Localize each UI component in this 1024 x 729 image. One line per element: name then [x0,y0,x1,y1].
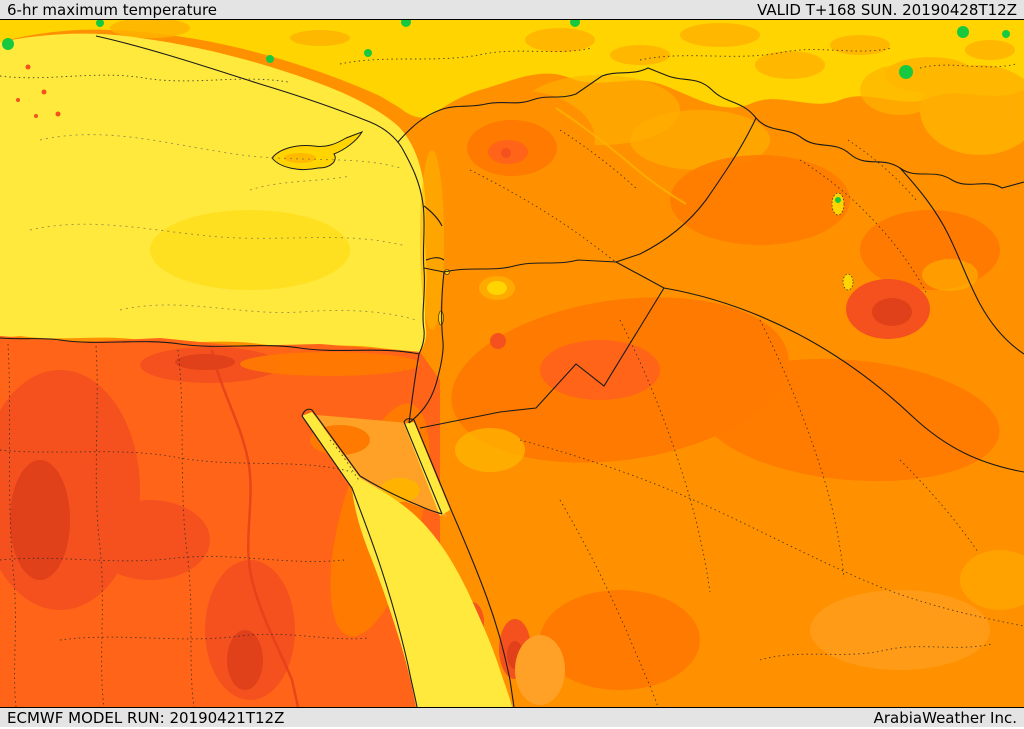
israel-north-border [423,267,445,273]
arabia-deep-orange [451,155,1000,690]
aegean-island-specks [16,64,61,118]
lebanon-border [423,205,445,261]
sea-contour-lines [29,134,417,321]
coastlines [0,35,515,707]
weather-map [0,20,1024,707]
iraq-iran-border [899,167,1024,355]
red-sea [352,478,512,707]
redsea-east-coast [451,511,515,707]
saudi-iraq-border [663,287,1024,473]
nile-river [210,349,300,707]
sinai-south-coast [359,475,443,515]
israel-jordan-border [408,271,445,424]
syria-warm-bullseye [435,90,595,190]
jordan-iraq-border [615,261,665,289]
aqaba-west-shore [403,421,443,515]
sea-warm-swirl [150,210,350,290]
valid-time-label: VALID T+168 SUN. 20190428T12Z [757,0,1017,19]
syria-jordan-border [443,259,617,273]
levant-coast [401,147,426,355]
cyprus-island [271,131,364,171]
mediterranean-sea [0,33,427,353]
brand-label: ArabiaWeather Inc. [873,708,1017,727]
temperature-map-canvas [0,20,1024,707]
admin-borders-dotted [0,47,1024,707]
gulf-hot-blob [846,279,930,339]
aqaba-east-shore [413,419,453,513]
euphrates-trace [555,107,687,205]
jordan-hot-spot [490,333,506,349]
jordan-saudi-border [419,287,665,429]
levant-coast-strip [420,150,444,330]
egypt-hottest-patches [10,354,263,690]
temperature-field [0,20,1024,707]
lake-cool-speck [835,197,841,203]
syria-iraq-border [615,117,757,263]
header-bar: 6-hr maximum temperature VALID T+168 SUN… [0,0,1024,20]
gulf-of-suez [302,412,360,488]
footer-bar: ECMWF MODEL RUN: 20190421T12Z ArabiaWeat… [0,707,1024,727]
country-borders [397,67,1024,473]
suez-east-shore [311,409,361,477]
model-run-label: ECMWF MODEL RUN: 20190421T12Z [7,708,285,727]
suez-head [301,408,313,417]
turkey-south-coast [95,35,403,149]
gulf-of-aqaba [404,422,450,516]
egypt-coast-strip [240,352,420,376]
band-warm-patches [110,20,1024,170]
egypt-north-coast [0,337,420,355]
israel-egypt-border [408,353,420,424]
iraq-lakes [831,192,854,291]
turkey-yellow-band [0,20,1024,118]
cool-green-specks [2,20,1010,79]
map-title: 6-hr maximum temperature [7,0,218,19]
jordan-plateau-cool-spot [479,276,515,300]
suez-west-shore [301,415,418,707]
arabia-mild-patches [455,259,1024,705]
